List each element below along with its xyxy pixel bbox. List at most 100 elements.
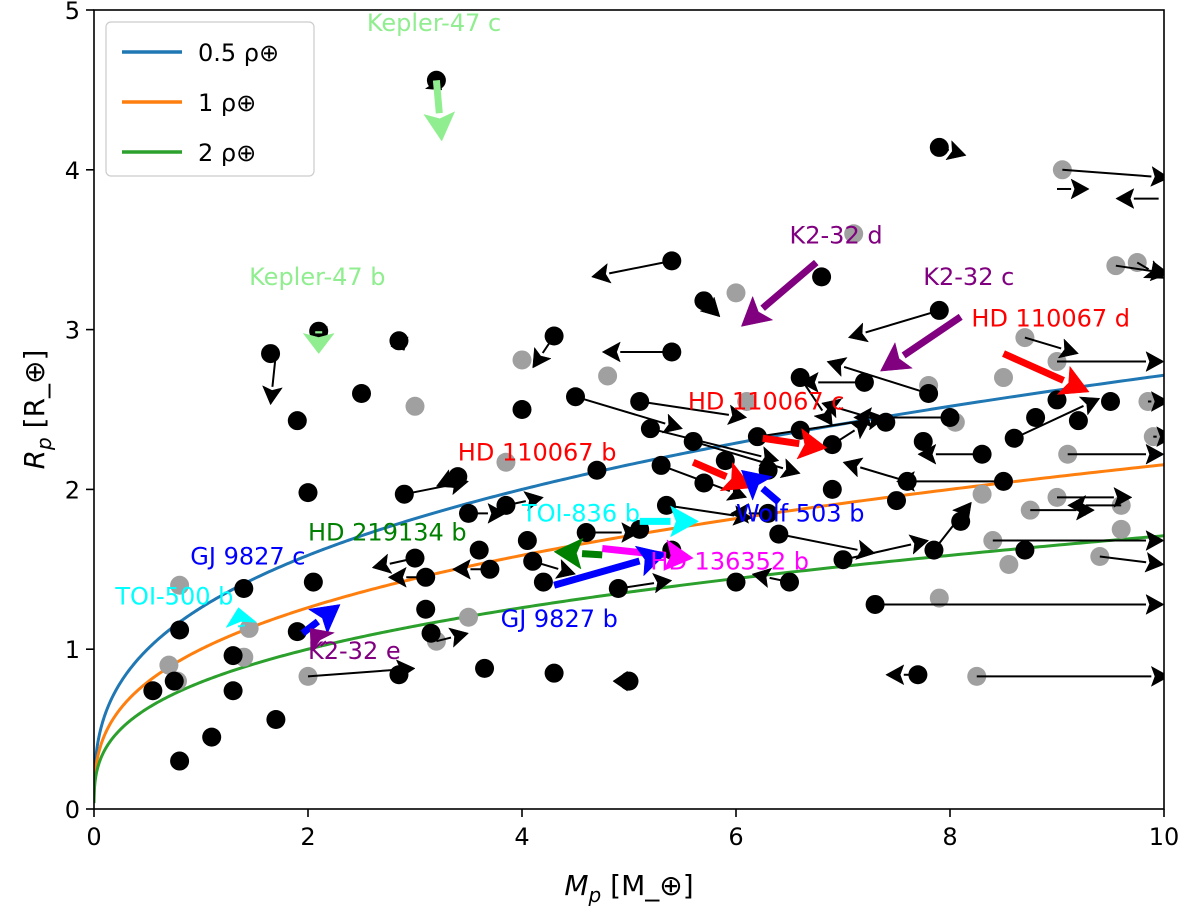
- gray-point-11: [598, 366, 618, 386]
- shift-arrow-58-shaft: [436, 636, 452, 643]
- axes: 0 2 4 6 8 10 0 1 2 3 4 5 Mp [M_⊕] Rp [R_⊕]: [18, 0, 1179, 907]
- highlight-arrow-0-shaft: [432, 80, 443, 114]
- highlight-arrow-5-head: [796, 427, 828, 460]
- gray-point-12: [726, 283, 746, 303]
- black-point-71: [913, 431, 933, 451]
- black-point-7: [234, 578, 254, 598]
- y-tick-label-0: 0: [65, 796, 80, 824]
- shift-arrow-4-head: [387, 566, 407, 588]
- highlight-arrow-2-shaft: [760, 259, 819, 311]
- black-point-5: [223, 681, 243, 701]
- black-point-8: [287, 622, 307, 642]
- planet-label-4: HD 110067 d: [971, 304, 1130, 332]
- shift-arrow-27-head: [821, 398, 843, 419]
- shift-arrow-57-head: [395, 659, 416, 681]
- shift-arrow-12-head: [601, 341, 621, 363]
- shift-arrow-7-head: [487, 502, 507, 524]
- highlight-arrow-6-head: [719, 461, 753, 492]
- gray-point-18: [972, 484, 992, 504]
- black-point-84: [1068, 411, 1088, 431]
- shift-arrow-22-head: [751, 567, 773, 589]
- shift-arrow-61-head: [1070, 178, 1090, 200]
- shift-arrow-28-head: [842, 457, 864, 478]
- black-point-21: [416, 599, 436, 619]
- shift-arrow-1-shaft: [430, 79, 433, 83]
- black-point-10: [261, 344, 281, 364]
- shift-arrow-14-shaft: [703, 300, 708, 305]
- black-point-28: [475, 658, 495, 678]
- gray-point-16: [929, 588, 949, 608]
- shift-arrow-59-head: [1145, 351, 1164, 372]
- shift-arrow-32-head: [917, 443, 937, 465]
- shift-arrow-0-head: [262, 385, 283, 406]
- black-point-61: [812, 267, 832, 287]
- shift-arrow-23-shaft: [757, 419, 869, 438]
- gray-point-21: [999, 555, 1019, 575]
- shift-arrow-38-shaft: [842, 543, 912, 561]
- x-tick-label-3: 6: [728, 823, 743, 851]
- black-point-38: [587, 460, 607, 480]
- black-point-13: [303, 572, 323, 592]
- black-point-15: [352, 384, 371, 404]
- shift-arrow-52-head: [1150, 391, 1164, 412]
- planet-label-12: GJ 9827 c: [190, 543, 305, 571]
- shift-arrow-54-head: [1145, 443, 1164, 465]
- shift-arrow-39-head: [1145, 594, 1164, 615]
- highlight-arrow-12-shaft: [300, 618, 321, 636]
- gray-point-9: [496, 452, 516, 472]
- planet-label-8: TOI-836 b: [521, 499, 640, 527]
- highlight-arrow-1-head: [302, 333, 335, 354]
- shift-arrow-45-head: [1057, 338, 1079, 359]
- shift-arrow-35-head: [1078, 396, 1101, 416]
- highlight-arrow-2-head: [740, 295, 774, 327]
- gray-point-3: [239, 618, 259, 638]
- highlight-arrow-14-head: [309, 628, 336, 654]
- legend-box: [105, 21, 315, 177]
- shift-arrow-29-head: [826, 357, 848, 378]
- shift-arrow-50-head: [1067, 494, 1087, 516]
- shift-arrow-53-head: [1156, 426, 1164, 448]
- black-point-12: [298, 483, 318, 503]
- black-point-81: [1015, 540, 1035, 560]
- shift-arrow-28-shaft: [859, 466, 908, 483]
- shift-arrow-31-head: [853, 407, 873, 428]
- shift-arrow-37-shaft: [778, 533, 858, 551]
- shift-arrow-60-head: [1142, 260, 1164, 279]
- gray-point-1: [159, 655, 179, 675]
- highlight-arrow-9-shaft: [581, 550, 603, 559]
- x-tick-label-5: 10: [1149, 823, 1180, 851]
- black-point-2: [164, 671, 184, 691]
- highlight-arrow-4-head: [1056, 365, 1090, 395]
- shift-arrow-47-shaft: [1062, 168, 1152, 178]
- highlight-arrow-5-shaft: [762, 434, 800, 448]
- shift-arrow-10-shaft: [404, 483, 452, 496]
- black-point-22: [421, 623, 441, 643]
- shift-arrow-26-shaft: [831, 429, 856, 446]
- planet-label-11: GJ 9827 b: [501, 605, 618, 633]
- black-point-6: [223, 646, 243, 666]
- black-point-30: [512, 400, 532, 419]
- shift-arrow-62-head: [1115, 188, 1135, 210]
- planet-label-7: Wolf 503 b: [736, 499, 864, 527]
- y-tick-label-5: 5: [65, 0, 80, 25]
- planet-label-9: HD 219134 b: [308, 519, 467, 547]
- shift-arrow-36-shaft: [933, 515, 962, 551]
- shift-arrow-8-head: [451, 558, 471, 580]
- highlight-arrow-11-head: [634, 545, 667, 577]
- highlight-arrow-7-shaft: [760, 485, 782, 505]
- x-tick-label-0: 0: [86, 823, 101, 851]
- highlight-arrow-7-head: [740, 469, 774, 501]
- gray-point-20: [994, 368, 1013, 388]
- highlight-arrow-3-head: [880, 341, 913, 372]
- shift-arrow-3-shaft: [398, 340, 401, 343]
- gray-point-14: [844, 224, 864, 244]
- shift-arrow-44-shaft: [618, 582, 655, 590]
- planet-label-2: K2-32 d: [790, 221, 883, 249]
- shift-arrow-22-shaft: [769, 576, 790, 584]
- black-point-35: [544, 663, 564, 683]
- shift-arrow-29-shaft: [843, 366, 929, 395]
- shift-arrow-16-shaft: [650, 427, 762, 458]
- shift-arrow-33-head: [895, 470, 915, 492]
- shift-arrow-34-head: [945, 140, 967, 161]
- shift-arrow-45-shaft: [1024, 336, 1062, 350]
